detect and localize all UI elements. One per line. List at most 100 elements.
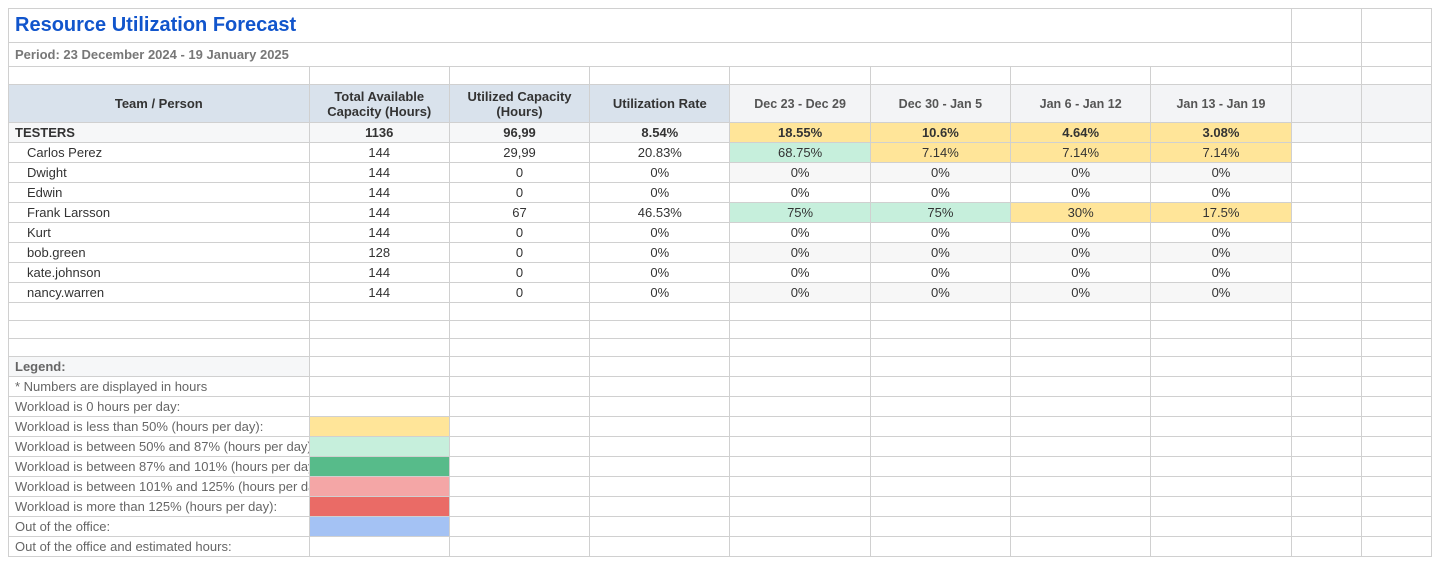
person-rate: 0% <box>590 183 730 203</box>
person-week-3: 0% <box>1151 223 1291 243</box>
legend-row: Workload is less than 50% (hours per day… <box>9 417 1432 437</box>
person-week-1: 7.14% <box>870 143 1010 163</box>
person-name: Kurt <box>9 223 310 243</box>
table-row: bob.green12800%0%0%0%0% <box>9 243 1432 263</box>
col-util-rate: Utilization Rate <box>590 85 730 123</box>
report-title: Resource Utilization Forecast <box>9 9 1292 43</box>
person-week-0: 0% <box>730 163 870 183</box>
group-week-0: 18.55% <box>730 123 870 143</box>
legend-row: Out of the office: <box>9 517 1432 537</box>
person-name: Carlos Perez <box>9 143 310 163</box>
table-row: Kurt14400%0%0%0%0% <box>9 223 1432 243</box>
person-week-0: 0% <box>730 183 870 203</box>
person-week-3: 0% <box>1151 243 1291 263</box>
person-name: nancy.warren <box>9 283 310 303</box>
person-week-0: 0% <box>730 243 870 263</box>
person-week-0: 68.75% <box>730 143 870 163</box>
person-week-2: 30% <box>1011 203 1151 223</box>
table-row: Edwin14400%0%0%0%0% <box>9 183 1432 203</box>
col-total-available: Total Available Capacity (Hours) <box>309 85 449 123</box>
person-rate: 0% <box>590 163 730 183</box>
legend-row: Workload is more than 125% (hours per da… <box>9 497 1432 517</box>
person-utilized: 29,99 <box>449 143 589 163</box>
person-utilized: 0 <box>449 223 589 243</box>
person-name: Dwight <box>9 163 310 183</box>
person-utilized: 0 <box>449 243 589 263</box>
person-utilized: 0 <box>449 163 589 183</box>
legend-swatch <box>309 537 449 557</box>
legend-label: Workload is less than 50% (hours per day… <box>9 417 310 437</box>
person-week-2: 0% <box>1011 223 1151 243</box>
legend-swatch <box>309 477 449 497</box>
col-week-1: Dec 30 - Jan 5 <box>870 85 1010 123</box>
person-total: 144 <box>309 223 449 243</box>
person-rate: 0% <box>590 283 730 303</box>
col-week-0: Dec 23 - Dec 29 <box>730 85 870 123</box>
group-row: TESTERS 1136 96,99 8.54% 18.55% 10.6% 4.… <box>9 123 1432 143</box>
person-week-2: 0% <box>1011 183 1151 203</box>
legend-swatch <box>309 457 449 477</box>
person-week-2: 0% <box>1011 283 1151 303</box>
person-utilized: 0 <box>449 263 589 283</box>
person-week-3: 0% <box>1151 283 1291 303</box>
person-week-0: 0% <box>730 283 870 303</box>
person-utilized: 67 <box>449 203 589 223</box>
person-week-1: 0% <box>870 163 1010 183</box>
legend-row: Workload is 0 hours per day: <box>9 397 1432 417</box>
legend-note: * Numbers are displayed in hours <box>9 377 310 397</box>
table-row: nancy.warren14400%0%0%0%0% <box>9 283 1432 303</box>
legend-label: Workload is between 50% and 87% (hours p… <box>9 437 310 457</box>
person-rate: 20.83% <box>590 143 730 163</box>
group-week-3: 3.08% <box>1151 123 1291 143</box>
person-week-3: 0% <box>1151 263 1291 283</box>
person-week-1: 0% <box>870 283 1010 303</box>
person-total: 144 <box>309 283 449 303</box>
person-name: Edwin <box>9 183 310 203</box>
person-week-3: 0% <box>1151 163 1291 183</box>
person-total: 128 <box>309 243 449 263</box>
person-utilized: 0 <box>449 183 589 203</box>
legend-row: Workload is between 101% and 125% (hours… <box>9 477 1432 497</box>
person-week-1: 0% <box>870 263 1010 283</box>
person-week-1: 0% <box>870 183 1010 203</box>
group-rate: 8.54% <box>590 123 730 143</box>
table-row: kate.johnson14400%0%0%0%0% <box>9 263 1432 283</box>
person-rate: 46.53% <box>590 203 730 223</box>
table-row: Frank Larsson1446746.53%75%75%30%17.5% <box>9 203 1432 223</box>
legend-swatch <box>309 437 449 457</box>
legend-label: Workload is more than 125% (hours per da… <box>9 497 310 517</box>
person-total: 144 <box>309 203 449 223</box>
person-rate: 0% <box>590 263 730 283</box>
person-name: kate.johnson <box>9 263 310 283</box>
person-rate: 0% <box>590 223 730 243</box>
header-row: Team / Person Total Available Capacity (… <box>9 85 1432 123</box>
group-name: TESTERS <box>9 123 310 143</box>
person-total: 144 <box>309 143 449 163</box>
person-week-0: 0% <box>730 263 870 283</box>
group-total: 1136 <box>309 123 449 143</box>
person-total: 144 <box>309 163 449 183</box>
person-utilized: 0 <box>449 283 589 303</box>
person-week-2: 0% <box>1011 163 1151 183</box>
person-total: 144 <box>309 183 449 203</box>
person-week-1: 0% <box>870 223 1010 243</box>
person-name: Frank Larsson <box>9 203 310 223</box>
person-week-3: 0% <box>1151 183 1291 203</box>
person-total: 144 <box>309 263 449 283</box>
table-row: Dwight14400%0%0%0%0% <box>9 163 1432 183</box>
person-week-2: 0% <box>1011 243 1151 263</box>
legend-swatch <box>309 497 449 517</box>
legend-swatch <box>309 417 449 437</box>
legend-swatch <box>309 517 449 537</box>
col-utilized: Utilized Capacity (Hours) <box>449 85 589 123</box>
resource-utilization-table: Resource Utilization Forecast Period: 23… <box>8 8 1432 557</box>
period-label: Period: 23 December 2024 - 19 January 20… <box>9 43 1292 67</box>
col-week-2: Jan 6 - Jan 12 <box>1011 85 1151 123</box>
col-week-3: Jan 13 - Jan 19 <box>1151 85 1291 123</box>
group-utilized: 96,99 <box>449 123 589 143</box>
group-week-2: 4.64% <box>1011 123 1151 143</box>
table-row: Carlos Perez14429,9920.83%68.75%7.14%7.1… <box>9 143 1432 163</box>
person-week-0: 75% <box>730 203 870 223</box>
person-week-0: 0% <box>730 223 870 243</box>
legend-row: Workload is between 87% and 101% (hours … <box>9 457 1432 477</box>
